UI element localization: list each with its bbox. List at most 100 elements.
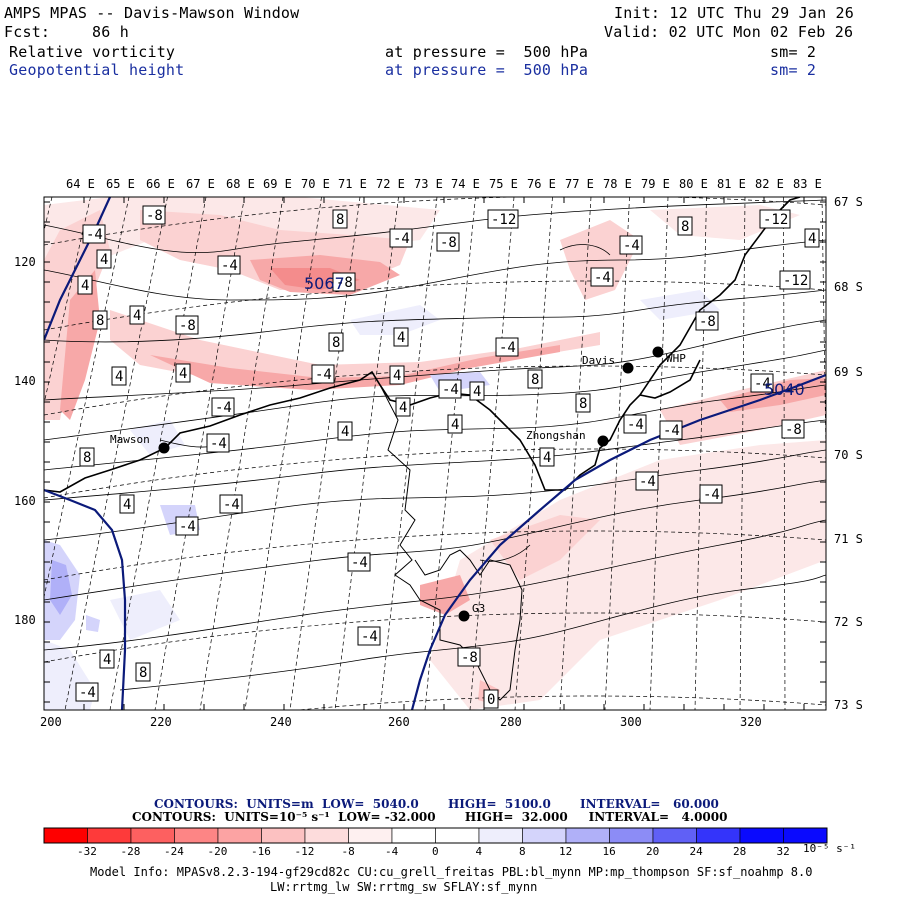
contour-label-box	[79, 447, 95, 467]
colorbar-tick-label: 8	[519, 845, 526, 858]
contour-label: -12	[763, 212, 788, 228]
contour-label-box	[111, 366, 127, 386]
height-label-5040: 5040	[764, 380, 805, 399]
longitude-label: 67 E	[186, 177, 215, 191]
contour-label: -8	[336, 275, 353, 291]
contour-label: -8	[699, 314, 716, 330]
colorbar-tick-label: 28	[733, 845, 747, 858]
meridian-line	[44, 197, 130, 599]
longitude-label: 76 E	[527, 177, 556, 191]
contour-label-box	[311, 364, 335, 384]
contour-label-box	[677, 216, 693, 236]
contour-label: 4	[808, 231, 816, 247]
contour-label-box	[527, 369, 543, 389]
contour-label-box	[347, 552, 371, 572]
x-axis-label: 300	[620, 715, 642, 729]
contour-label: -4	[79, 685, 96, 701]
y-axis-label: 180	[14, 613, 36, 627]
meridian-line	[694, 197, 707, 710]
station-dot-davis	[622, 362, 634, 374]
contour-label-box	[781, 419, 805, 439]
station-label-g3: G3	[472, 602, 486, 615]
contour-label: -4	[627, 417, 644, 433]
contour-label: 8	[681, 219, 689, 235]
contour-label: -8	[146, 208, 163, 224]
contour-label-box	[99, 649, 115, 669]
field2-name: Geopotential height	[9, 61, 185, 79]
contour-label: 4	[179, 366, 187, 382]
init-time: Init: 12 UTC Thu 29 Jan 26	[614, 4, 854, 22]
contour-label: 8	[531, 372, 539, 388]
colorbar-segment	[696, 827, 741, 844]
longitude-label: 77 E	[565, 177, 594, 191]
height-label-5067: 5067	[304, 274, 345, 293]
contour-label: -4	[223, 497, 240, 513]
meridian-line	[334, 197, 399, 710]
latitude-label: 71 S	[834, 532, 863, 546]
colorbar-tick-label: 0	[432, 845, 439, 858]
station-dot-whp	[652, 346, 664, 358]
contour-label-box	[699, 484, 723, 504]
meridian-line	[64, 197, 168, 710]
x-axis-label: 200	[40, 715, 62, 729]
parallel-line	[44, 612, 826, 663]
colorbar-tick-label: -8	[341, 845, 355, 858]
contour-label-box	[469, 381, 485, 401]
contour-label-box	[96, 249, 112, 269]
contour-label: 4	[393, 368, 401, 384]
contour-label-box	[393, 327, 409, 347]
contour-label-box	[750, 373, 774, 393]
contour-label-box	[389, 365, 405, 385]
colorbar-segment	[43, 827, 88, 844]
contour-label-box	[389, 228, 413, 248]
contour-label: 0	[487, 692, 495, 708]
valid-time: Valid: 02 UTC Mon 02 Feb 26	[604, 23, 854, 41]
contour-label: -4	[663, 423, 680, 439]
contour-label-box	[77, 275, 93, 295]
contour-label: -4	[639, 474, 656, 490]
longitude-label: 72 E	[376, 177, 405, 191]
longitude-label: 64 E	[66, 177, 95, 191]
contour-label: -4	[315, 367, 332, 383]
latitude-label: 70 S	[834, 448, 863, 462]
contour-label: 8	[83, 450, 91, 466]
contour-label: -4	[210, 436, 227, 452]
parallel-line	[44, 365, 826, 416]
station-label-davis: Davis	[582, 354, 616, 367]
colorbar-segment	[609, 827, 654, 844]
colorbar-segment	[348, 827, 393, 844]
colorbar-tick-label: 32	[776, 845, 790, 858]
contour-label: 8	[332, 335, 340, 351]
contour-label: 8	[139, 665, 147, 681]
y-axis-label: 140	[14, 374, 36, 388]
colorbar-segment	[261, 827, 306, 844]
x-axis-label: 280	[500, 715, 522, 729]
vorticity-shading	[44, 197, 826, 710]
contour-label: -12	[491, 212, 516, 228]
contour-label-box	[206, 433, 230, 453]
colorbar-segment	[217, 827, 262, 844]
contour-label: 4	[473, 384, 481, 400]
graticule-lines	[44, 197, 826, 710]
longitude-label: 69 E	[263, 177, 292, 191]
plot-title: AMPS MPAS -- Davis-Mawson Window	[4, 4, 300, 22]
longitude-label: 74 E	[451, 177, 480, 191]
contour-label: 8	[336, 212, 344, 228]
vorticity-contours	[44, 199, 826, 691]
contour-label-box	[619, 235, 643, 255]
colorbar-tick-label: 16	[602, 845, 616, 858]
colorbar-tick-label: -4	[385, 845, 399, 858]
contour-label-box	[119, 494, 135, 514]
contour-label: -8	[440, 235, 457, 251]
station-label-zhongshan: Zhongshan	[526, 429, 586, 442]
contour-label: -4	[361, 629, 378, 645]
contour-label: 4	[543, 450, 551, 466]
contour-label: -8	[179, 318, 196, 334]
longitude-label: 71 E	[338, 177, 367, 191]
contour-label: 4	[341, 424, 349, 440]
contour-label: 4	[451, 417, 459, 433]
contour-label: -4	[703, 487, 720, 503]
colorbar-tick-label: -24	[164, 845, 184, 858]
longitude-label: 83 E	[793, 177, 822, 191]
meridian-line	[244, 197, 322, 710]
